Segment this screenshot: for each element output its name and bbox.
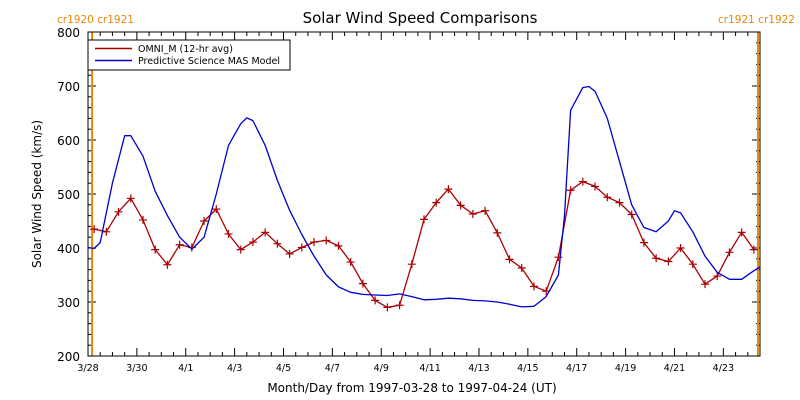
data-point-marker <box>529 282 538 291</box>
legend-box <box>87 39 291 71</box>
legend-label-omni: OMNI_M (12-hr avg) <box>138 44 233 55</box>
data-point-marker <box>224 229 233 238</box>
y-tick-label: 800 <box>57 26 80 40</box>
data-point-marker <box>615 198 624 207</box>
x-tick-label: 4/13 <box>468 363 489 374</box>
x-tick-label: 4/19 <box>615 363 636 374</box>
data-point-marker <box>310 238 319 247</box>
data-point-marker <box>725 248 734 257</box>
data-point-marker <box>322 236 331 245</box>
x-tick-label: 4/7 <box>325 363 340 374</box>
carrington-markers <box>91 32 759 356</box>
data-point-marker <box>591 182 600 191</box>
data-point-marker <box>603 193 612 202</box>
series-line-1 <box>87 85 761 308</box>
data-point-marker <box>163 260 172 269</box>
data-point-marker <box>102 227 111 236</box>
x-tick-label: 4/21 <box>664 363 685 374</box>
data-point-marker <box>444 185 453 194</box>
data-point-marker <box>664 257 673 266</box>
carrington-label-left: cr1920 cr1921 <box>57 14 134 26</box>
data-point-marker <box>676 244 685 252</box>
x-tick-label: 4/9 <box>374 363 389 374</box>
data-point-marker <box>627 210 636 219</box>
x-tick-label: 4/15 <box>517 363 538 374</box>
data-series <box>87 85 761 312</box>
data-point-marker <box>90 225 99 234</box>
data-point-marker <box>212 205 221 214</box>
data-point-marker <box>420 215 428 224</box>
data-point-marker <box>432 198 441 207</box>
legend: OMNI_M (12-hr avg) Predictive Science MA… <box>87 39 291 71</box>
series-line-0 <box>93 180 755 309</box>
data-point-marker <box>334 241 343 250</box>
x-tick-label: 4/1 <box>178 363 193 374</box>
data-point-marker <box>456 201 465 210</box>
data-point-marker <box>297 243 306 252</box>
axes: 200 300 400 500 600 700 800 3/28 3/30 4/1 4/3 4/5 4/… <box>57 26 761 374</box>
data-point-marker <box>273 239 282 248</box>
data-point-marker <box>578 177 587 186</box>
data-point-marker <box>114 207 123 216</box>
data-point-marker <box>688 260 697 269</box>
data-point-marker <box>236 245 245 254</box>
data-point-marker <box>285 249 294 258</box>
data-point-marker <box>138 215 147 224</box>
y-tick-label: 500 <box>57 188 80 202</box>
x-tick-label: 3/28 <box>77 363 98 374</box>
x-tick-label: 4/23 <box>713 363 734 374</box>
data-point-marker <box>713 272 722 281</box>
x-tick-label: 4/3 <box>227 363 242 374</box>
data-point-marker <box>701 280 710 289</box>
data-point-marker <box>395 301 404 310</box>
data-point-marker <box>371 296 380 305</box>
data-point-marker <box>248 238 257 247</box>
x-tick-label: 3/30 <box>126 363 147 374</box>
y-axis-label: Solar Wind Speed (km/s) <box>30 120 44 268</box>
plot-frame <box>87 31 761 357</box>
data-point-marker <box>505 255 514 264</box>
chart-title: Solar Wind Speed Comparisons <box>303 9 538 27</box>
y-tick-label: 600 <box>57 134 80 148</box>
data-point-marker <box>554 253 563 262</box>
legend-label-mas: Predictive Science MAS Model <box>138 56 280 67</box>
data-point-marker <box>346 258 355 267</box>
data-point-marker <box>493 228 502 237</box>
data-point-marker <box>175 240 184 249</box>
data-point-marker <box>187 243 196 252</box>
x-tick-label: 4/11 <box>419 363 440 374</box>
y-tick-label: 400 <box>57 242 80 256</box>
data-point-marker <box>737 228 746 237</box>
data-point-marker <box>383 303 392 312</box>
data-point-marker <box>517 263 526 272</box>
y-tick-label: 700 <box>57 80 80 94</box>
y-tick-label: 300 <box>57 296 80 310</box>
data-point-marker <box>639 238 648 247</box>
data-point-marker <box>126 194 135 203</box>
data-point-marker <box>261 228 270 237</box>
x-tick-label: 4/5 <box>276 363 291 374</box>
data-point-marker <box>200 217 209 225</box>
data-point-marker <box>151 245 160 254</box>
x-tick-label: 4/17 <box>566 363 587 374</box>
data-point-marker <box>358 279 367 288</box>
data-point-marker <box>749 245 758 254</box>
x-axis-label: Month/Day from 1997-03-28 to 1997-04-24 … <box>267 381 556 395</box>
data-point-marker <box>407 260 416 269</box>
data-point-marker <box>481 206 490 215</box>
data-point-marker <box>652 254 661 263</box>
data-point-marker <box>468 209 477 218</box>
carrington-label-right: cr1921 cr1922 <box>718 14 795 26</box>
y-tick-label: 200 <box>57 350 80 364</box>
data-point-marker <box>566 186 575 195</box>
